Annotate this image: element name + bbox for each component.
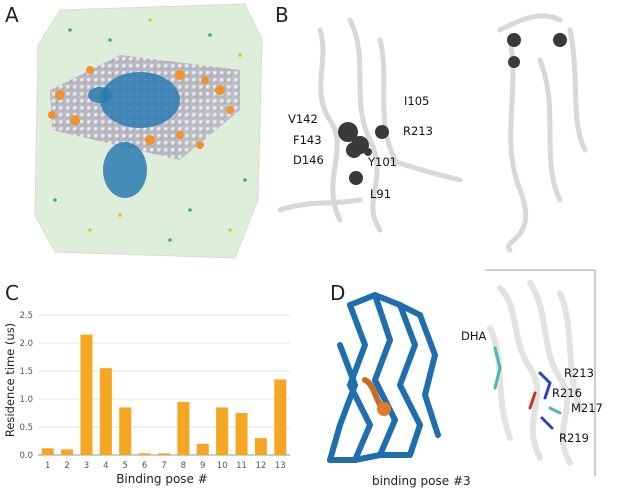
bar-pose-2 bbox=[61, 449, 74, 455]
y-tick-label: 2.5 bbox=[19, 311, 33, 321]
binding-pose-structure-blue bbox=[327, 292, 441, 463]
bar-pose-8 bbox=[177, 401, 190, 455]
label-r216: R216 bbox=[552, 386, 582, 400]
x-tick-label: 8 bbox=[181, 461, 186, 471]
bar-pose-10 bbox=[216, 407, 229, 455]
y-tick-label: 0.0 bbox=[19, 451, 33, 461]
bar-pose-4 bbox=[99, 368, 112, 455]
panel-d-label: D bbox=[330, 281, 346, 305]
residue-v142: V142 bbox=[288, 112, 318, 126]
bar-pose-12 bbox=[254, 438, 267, 455]
residue-r213: R213 bbox=[403, 124, 433, 138]
residue-l91: L91 bbox=[370, 187, 392, 201]
label-r213-d: R213 bbox=[564, 366, 594, 380]
x-tick-label: 9 bbox=[200, 461, 205, 471]
x-tick-label: 12 bbox=[256, 461, 267, 471]
x-tick-label: 10 bbox=[217, 461, 228, 471]
x-tick-label: 4 bbox=[103, 461, 108, 471]
x-tick-label: 11 bbox=[236, 461, 247, 471]
y-tick-label: 0.5 bbox=[19, 423, 33, 433]
bar-pose-7 bbox=[157, 453, 171, 455]
binding-pose-caption: binding pose #3 bbox=[372, 474, 471, 488]
x-tick-label: 3 bbox=[84, 461, 89, 471]
residence-time-bar-chart: 0.00.51.01.52.02.5 1 2 3 4 5 6 7 8 9 10 11 12 13 Res… bbox=[3, 311, 290, 486]
bar-pose-1 bbox=[41, 448, 54, 455]
bar-pose-3 bbox=[80, 334, 93, 455]
membrane-simulation-image bbox=[34, 3, 263, 259]
y-tick-label: 2.0 bbox=[19, 339, 33, 349]
panel-c-label: C bbox=[5, 281, 19, 305]
bar-pose-11 bbox=[235, 413, 248, 455]
bar-pose-5 bbox=[119, 407, 132, 455]
x-tick-label: 1 bbox=[45, 461, 50, 471]
panel-a-label: A bbox=[5, 3, 19, 27]
y-tick-label: 1.5 bbox=[19, 367, 33, 377]
x-tick-label: 5 bbox=[123, 461, 128, 471]
y-axis-label: Residence time (us) bbox=[3, 323, 17, 437]
y-tick-label: 1.0 bbox=[19, 395, 33, 405]
bar-pose-13 bbox=[274, 379, 287, 455]
binding-site-closeup bbox=[485, 269, 596, 476]
bar-pose-6 bbox=[138, 453, 151, 455]
x-tick-label: 13 bbox=[275, 461, 286, 471]
residue-d146: D146 bbox=[293, 153, 324, 167]
residue-y101: Y101 bbox=[368, 155, 397, 169]
x-tick-label: 6 bbox=[142, 461, 147, 471]
panel-b-label: B bbox=[275, 3, 289, 27]
bar-pose-9 bbox=[196, 443, 209, 455]
label-dha: DHA bbox=[461, 329, 487, 343]
label-m217: M217 bbox=[571, 401, 603, 415]
label-r219: R219 bbox=[559, 431, 589, 445]
x-axis-label: Binding pose # bbox=[116, 472, 208, 486]
residue-i105: I105 bbox=[404, 94, 430, 108]
x-tick-label: 2 bbox=[64, 461, 69, 471]
residue-f143: F143 bbox=[293, 133, 322, 147]
x-tick-label: 7 bbox=[161, 461, 166, 471]
protein-ribbon-structure bbox=[277, 13, 588, 253]
